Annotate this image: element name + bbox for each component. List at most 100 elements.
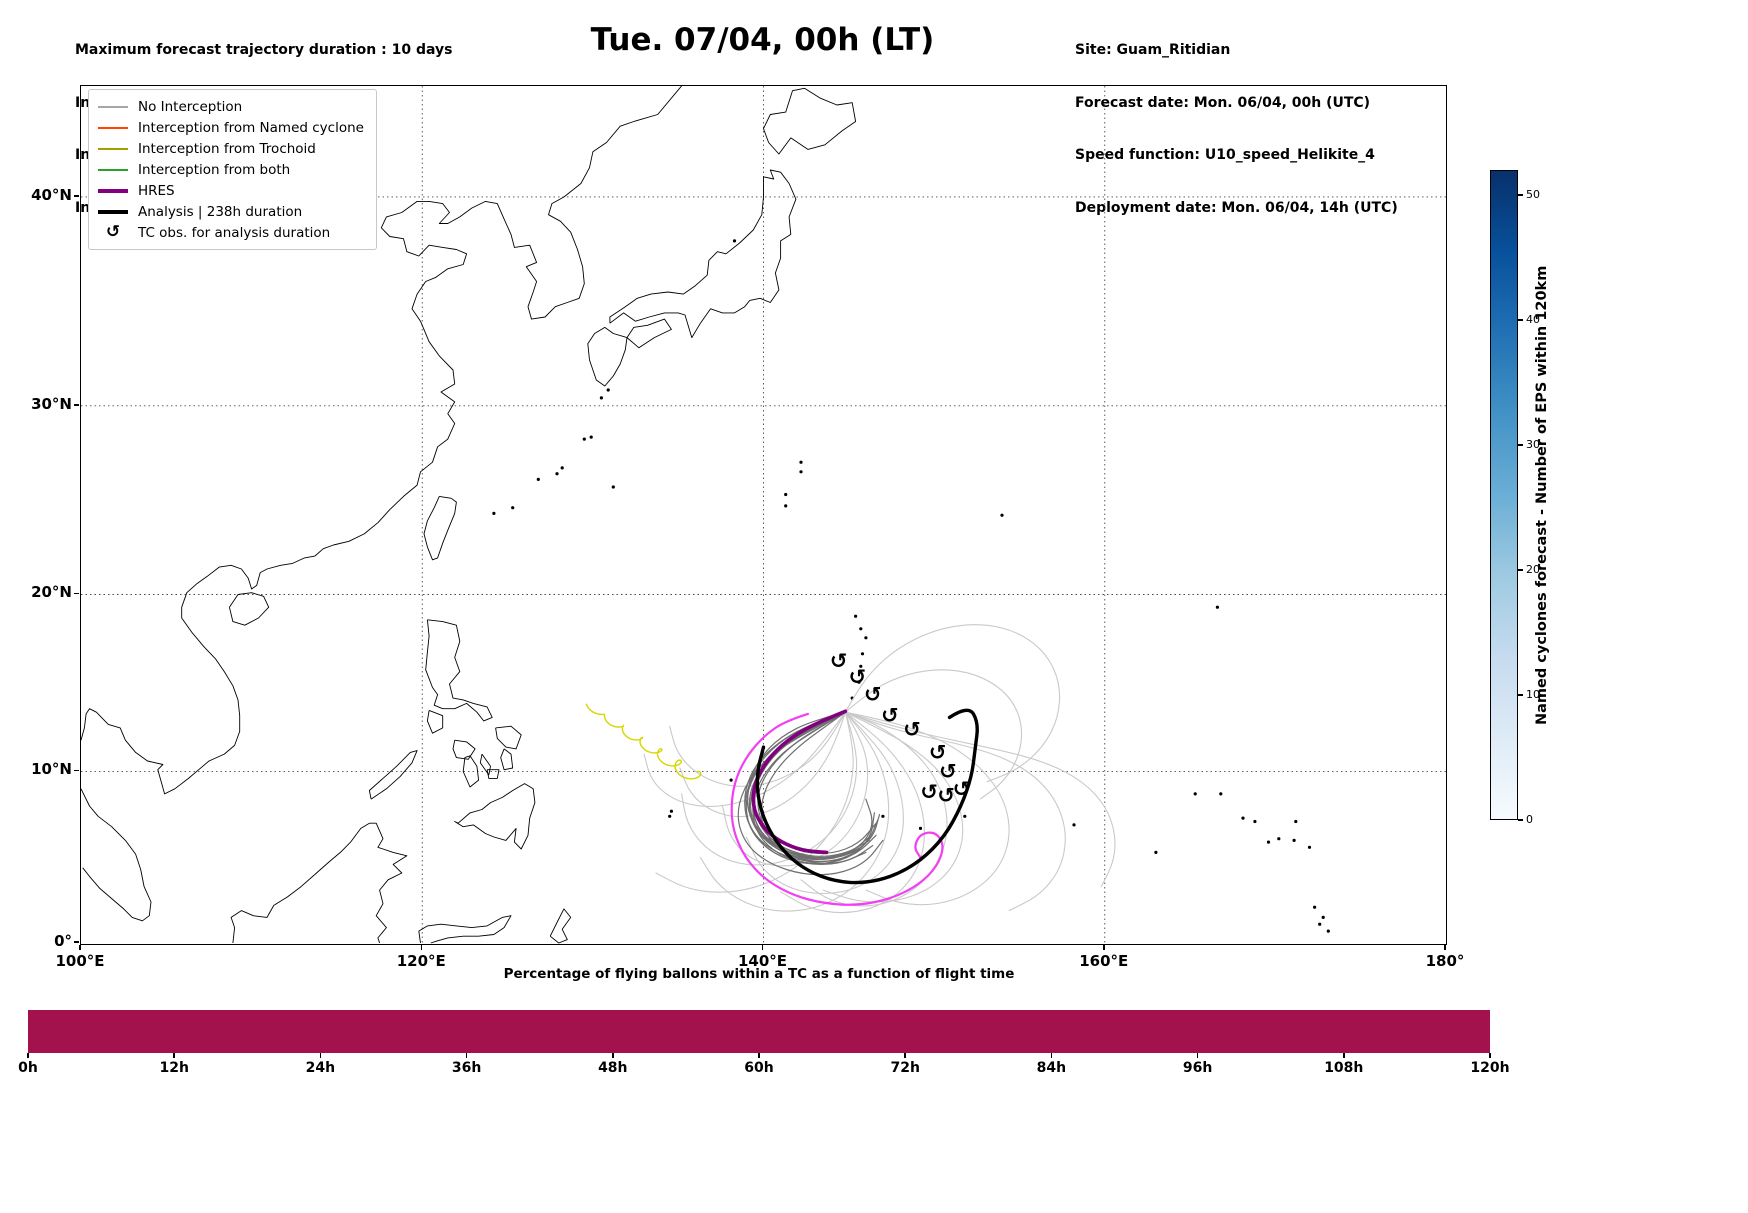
- flight-time-tick-label: 36h: [451, 1060, 482, 1076]
- island-dot: [729, 778, 733, 782]
- trajectory-no-interception: [669, 711, 846, 787]
- island-dot: [1307, 845, 1312, 849]
- coastline: [230, 822, 408, 944]
- island-dot: [668, 814, 672, 818]
- island-dot: [511, 506, 515, 510]
- legend-row: Interception from Trochoid: [98, 138, 364, 159]
- island-dot: [1326, 929, 1330, 933]
- flight-time-tick-mark: [758, 1053, 760, 1058]
- lat-tick-mark: [74, 592, 79, 595]
- island-dot: [536, 477, 540, 481]
- info-site: Site: Guam_Ritidian: [1075, 42, 1231, 58]
- info-speed-function: Speed function: U10_speed_Helikite_4: [1075, 147, 1375, 163]
- tc-obs-symbol: ↺: [864, 683, 882, 707]
- trajectory-analysis: [755, 708, 979, 885]
- legend-label: TC obs. for analysis duration: [138, 224, 331, 241]
- coastline: [423, 495, 457, 561]
- lon-tick-label: 160°E: [1079, 952, 1129, 970]
- island-dot: [1253, 819, 1257, 824]
- legend-row: No Interception: [98, 96, 364, 117]
- legend-row: HRES: [98, 180, 364, 201]
- trajectory-ensemble-dense: [746, 711, 870, 857]
- flight-time-tick-mark: [27, 1053, 29, 1058]
- tc-obs-symbol: ↺: [929, 740, 947, 764]
- flight-time-tick-mark: [612, 1053, 614, 1058]
- tc-obs-symbol: ↺: [903, 718, 921, 742]
- lon-tick-label: 140°E: [737, 952, 788, 970]
- island-dot: [963, 814, 967, 818]
- legend-row: Interception from Named cyclone: [98, 117, 364, 138]
- tc-obs-symbol: ↺: [848, 665, 866, 689]
- flight-time-tick-label: 72h: [890, 1060, 920, 1076]
- colorbar-tick-label: 10: [1526, 688, 1540, 701]
- lon-tick-mark: [761, 944, 764, 950]
- island-dot: [784, 492, 788, 497]
- flight-time-tick-label: 24h: [305, 1060, 336, 1076]
- island-dot: [1266, 840, 1271, 844]
- legend-label: HRES: [138, 182, 175, 199]
- trajectory-no-interception: [844, 711, 1066, 912]
- legend-line-sample: [98, 105, 128, 108]
- colorbar-tick-label: 50: [1526, 188, 1540, 201]
- legend-row: Interception from both: [98, 159, 364, 180]
- island-dot: [799, 470, 803, 474]
- lon-tick-mark: [420, 944, 422, 950]
- lat-tick-label: 40°N: [31, 185, 72, 204]
- flight-time-tick-mark: [904, 1053, 906, 1058]
- island-dot: [1072, 823, 1076, 827]
- legend-line-sample: [98, 168, 128, 171]
- tc-obs-symbol: ↺: [881, 704, 899, 728]
- flight-time-tick-label: 0h: [18, 1060, 38, 1076]
- legend-line-sample: [98, 126, 128, 129]
- flight-time-tick-mark: [465, 1053, 468, 1058]
- island-dot: [732, 239, 737, 243]
- lon-tick-mark: [79, 944, 81, 950]
- legend-row: ↺ TC obs. for analysis duration: [98, 222, 364, 243]
- coastline: [228, 592, 270, 626]
- param-max-duration: Maximum forecast trajectory duration : 1…: [75, 42, 453, 58]
- colorbar-tick-mark: [1518, 819, 1523, 821]
- legend-label: Interception from both: [138, 161, 291, 178]
- lat-tick-mark: [74, 769, 79, 772]
- island-dot: [1215, 605, 1219, 609]
- trajectory-hres: [751, 709, 848, 855]
- island-dot: [560, 466, 564, 470]
- island-dot: [1241, 816, 1245, 820]
- flight-time-tick-label: 96h: [1182, 1060, 1213, 1076]
- tc-obs-symbol: ↺: [939, 760, 957, 784]
- colorbar: [1490, 170, 1518, 820]
- island-dot: [589, 435, 593, 439]
- island-dot: [881, 814, 885, 818]
- tc-obs-symbol-sample: ↺: [105, 222, 121, 242]
- flight-time-tick-label: 60h: [744, 1060, 774, 1076]
- flight-time-bar: [28, 1010, 1490, 1053]
- island-dot: [1318, 922, 1322, 926]
- island-dot: [1193, 792, 1197, 796]
- tc-obs-symbol: ↺: [830, 649, 848, 673]
- coastline: [626, 318, 672, 349]
- island-dot: [854, 614, 858, 618]
- flight-time-tick-label: 84h: [1036, 1060, 1067, 1076]
- lat-tick-label: 10°N: [31, 760, 72, 779]
- flight-time-tick-mark: [173, 1053, 175, 1058]
- island-dot: [1294, 819, 1298, 824]
- colorbar-tick-label: 0: [1526, 813, 1533, 826]
- coastline: [425, 619, 493, 722]
- lon-tick-mark: [1444, 944, 1446, 950]
- island-dot: [784, 504, 788, 508]
- flight-bar-title: Percentage of flying ballons within a TC…: [503, 966, 1015, 982]
- trajectory-ensemble-dense: [760, 711, 874, 864]
- colorbar-tick-label: 30: [1526, 438, 1540, 451]
- flight-time-tick-label: 120h: [1470, 1060, 1510, 1076]
- coastline: [500, 748, 514, 771]
- island-dot: [599, 396, 604, 400]
- info-forecast-date: Forecast date: Mon. 06/04, 00h (UTC): [1075, 94, 1371, 111]
- lon-tick-label: 120°E: [396, 952, 446, 970]
- island-dot: [492, 511, 496, 515]
- legend-box: No Interception Interception from Named c…: [88, 89, 377, 250]
- coastline: [418, 915, 512, 944]
- coastline: [81, 86, 682, 795]
- coastline: [486, 769, 500, 779]
- colorbar-tick-mark: [1518, 569, 1523, 571]
- island-dot: [1321, 915, 1325, 920]
